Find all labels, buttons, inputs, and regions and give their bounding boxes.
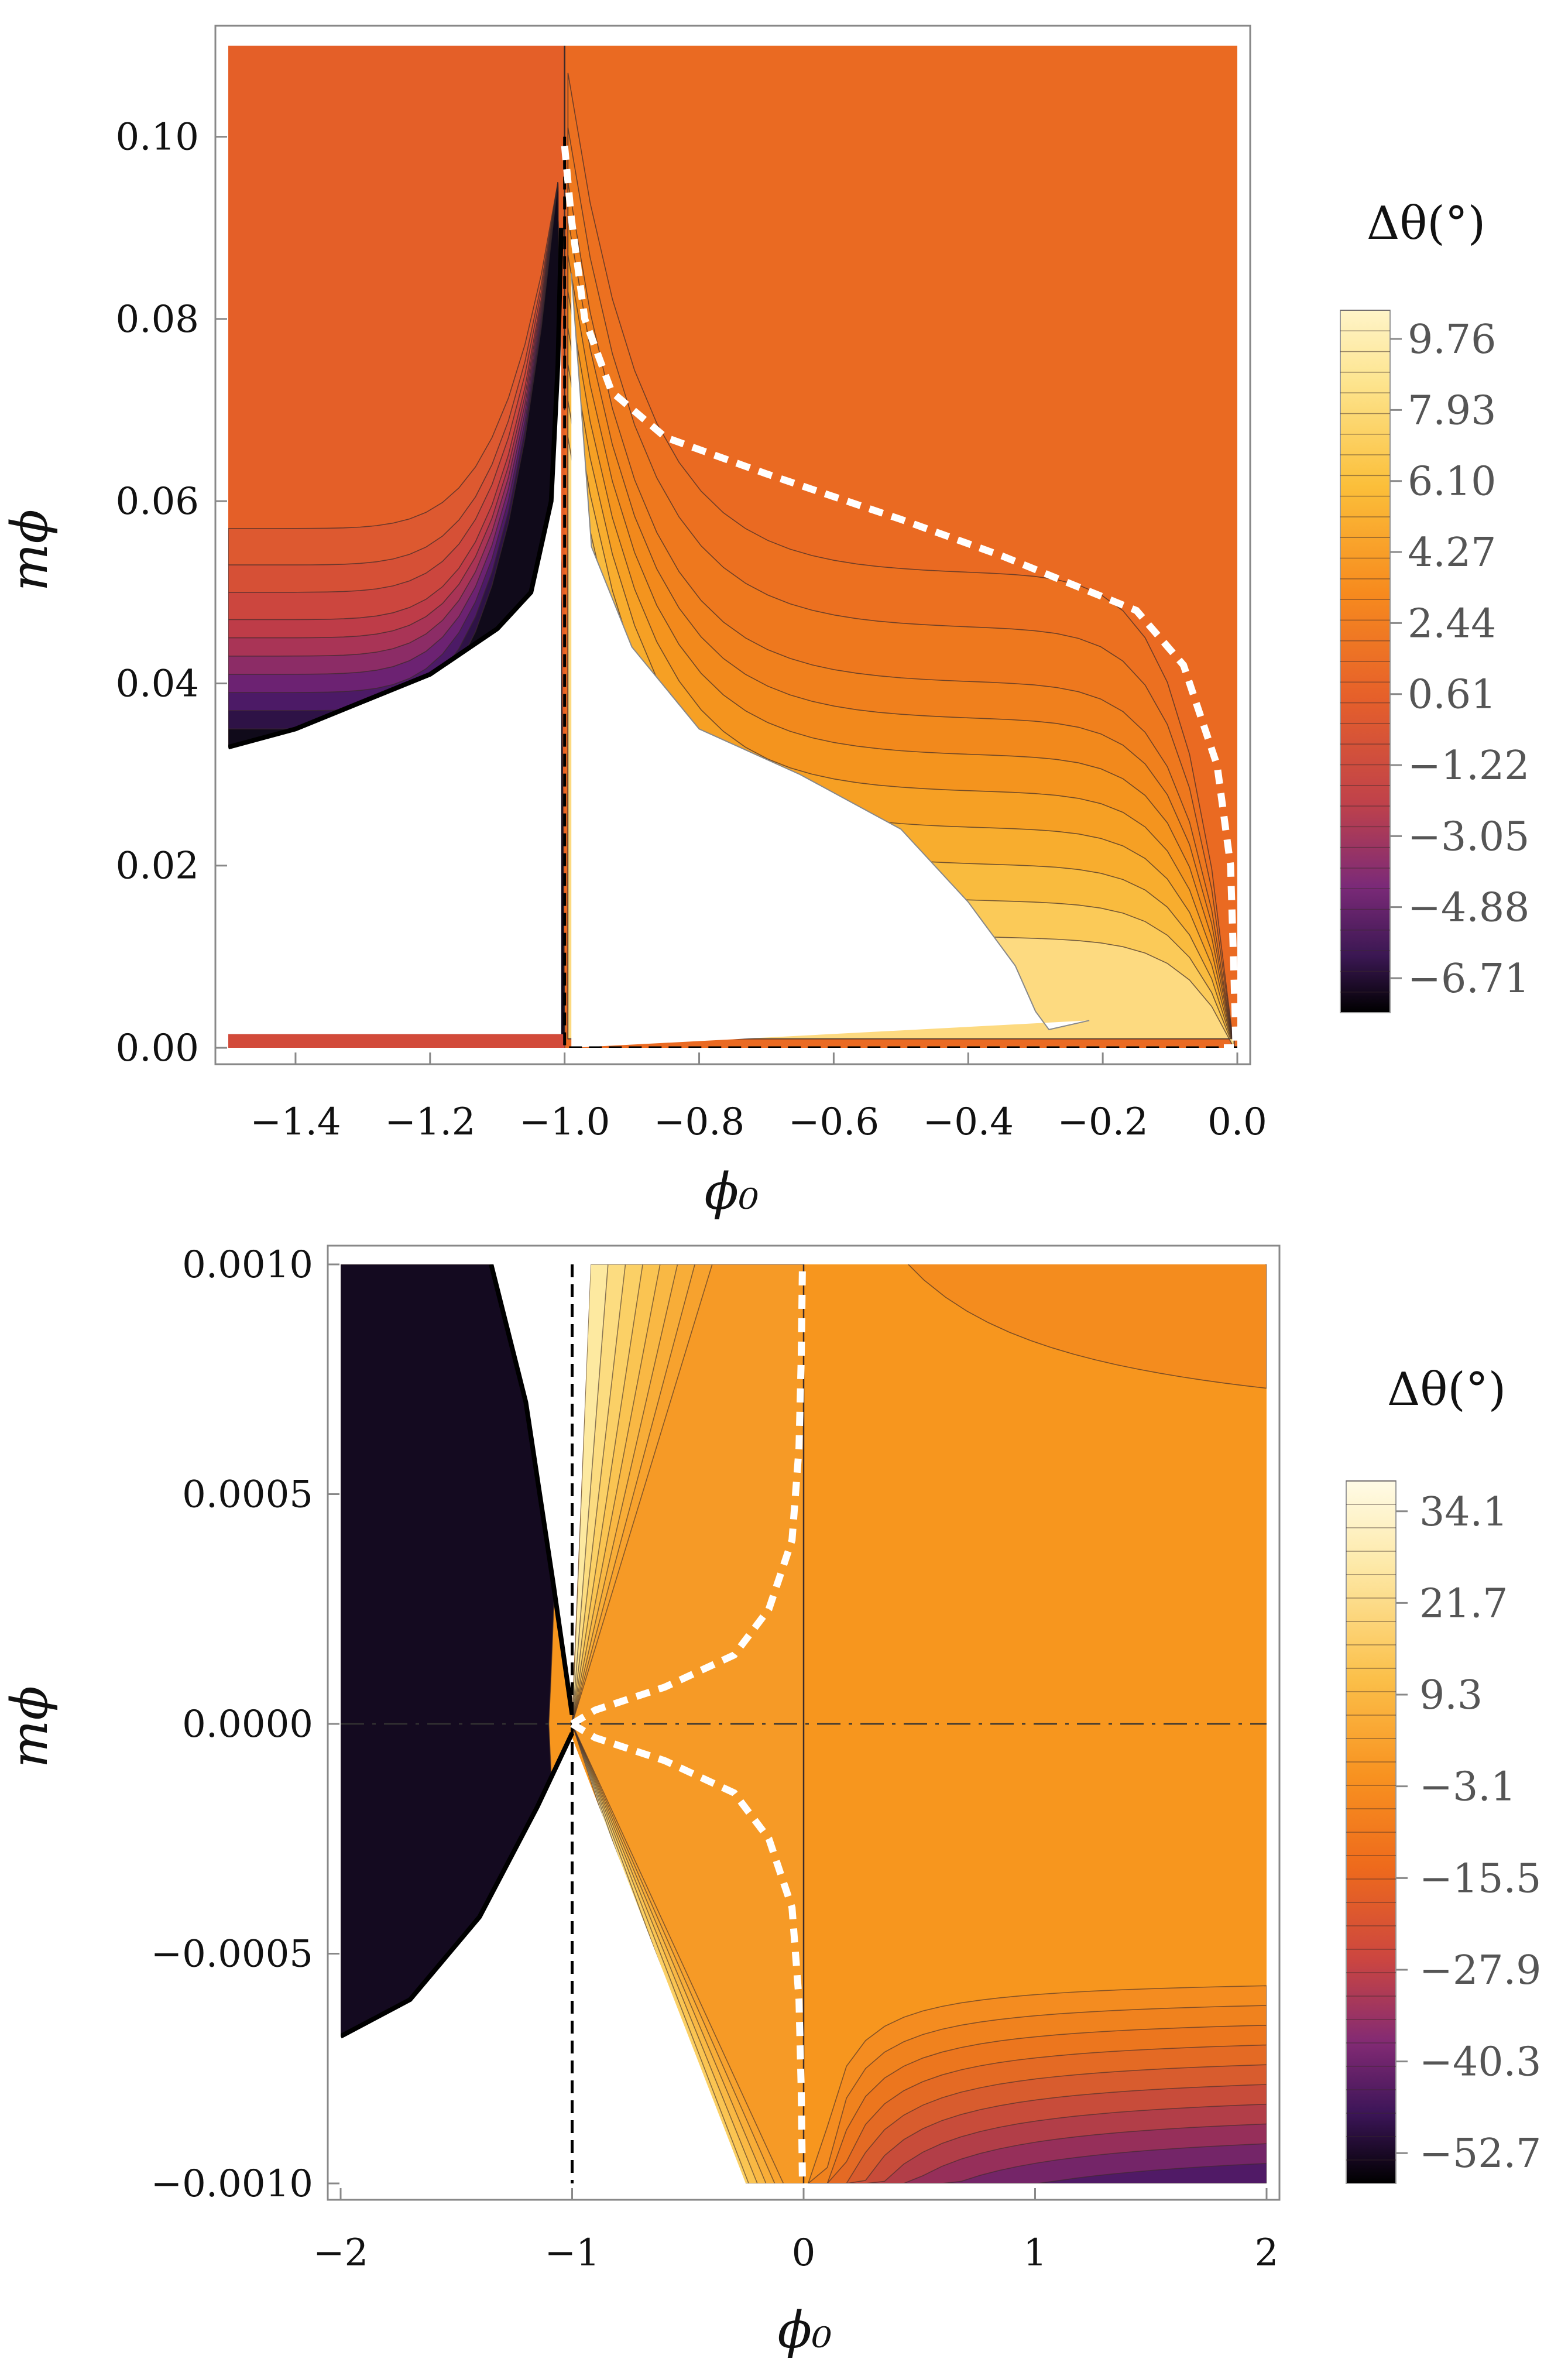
plot2-mid-white-lower: [572, 1737, 746, 2183]
colorbar1-tick-label: −3.05: [1408, 814, 1529, 860]
colorbar1-tick-label: −1.22: [1408, 743, 1529, 789]
colorbar2-tick-label: 34.1: [1419, 1489, 1508, 1535]
plot1-black-dashed: [563, 136, 1237, 1048]
plot1-ytick-label: 0.10: [116, 116, 200, 159]
plot1-xtick-label: −1.2: [385, 1100, 475, 1144]
plot2-xtick-label: 2: [1255, 2231, 1279, 2275]
plot2-left-edge-lower: [341, 1732, 575, 2039]
plot1-ytick-label: 0.02: [116, 845, 200, 888]
plot2-xtick-label: −1: [544, 2231, 599, 2275]
plot1: −1.4 −1.2 −1.0 −0.8 −0.6 −0.4 −0.2 0.0 0.00 0.02 0…: [1, 25, 1267, 1221]
plot2-upper-right-band: [907, 1264, 1267, 1389]
plot2-ylabel: mϕ: [1, 1686, 59, 1768]
plot1-white-dashed: [561, 145, 1237, 1048]
colorbar2-tick-label: 9.3: [1419, 1672, 1483, 1719]
plot1-xlabel: ϕ₀: [704, 1163, 759, 1221]
plot1-xtick-label: −0.4: [923, 1100, 1014, 1144]
plot1-xtick-label: −0.2: [1057, 1100, 1148, 1144]
plot2-xtick-label: 1: [1023, 2231, 1047, 2275]
plot1-bottom-strip: [228, 1034, 565, 1048]
plot1-xtick-label: −1.4: [250, 1100, 341, 1144]
colorbar2-tick-label: −15.5: [1419, 1856, 1541, 1902]
plot2-ytick-label: 0.0010: [182, 1243, 313, 1287]
colorbar2-tick-label: 21.7: [1419, 1580, 1508, 1627]
plot2-ytick-label: −0.0010: [150, 2162, 313, 2206]
plot1-ytick-label: 0.00: [116, 1027, 200, 1070]
colorbar2: Δθ(°) 34.1 21.7 9.3 −3.1 −15.5 −27.9 −40.3 −52.…: [1346, 1363, 1541, 2184]
plot2-white-dashed-lower: [570, 1720, 806, 2183]
colorbar1-tick-label: −4.88: [1408, 885, 1529, 931]
plot1-xtick-label: −0.6: [788, 1100, 879, 1144]
plot2-left-white-lower: [341, 1733, 572, 2183]
colorbar2-tick-label: −40.3: [1419, 2039, 1541, 2086]
plot1-ytick-label: 0.06: [116, 480, 200, 523]
plot2-ytick-label: 0.0005: [182, 1473, 313, 1517]
plot1-xtick-label: 0.0: [1207, 1100, 1267, 1144]
colorbar2-tick-label: −52.7: [1419, 2131, 1541, 2177]
colorbar1-title: Δθ(°): [1367, 197, 1485, 250]
colorbar1-tick-label: 4.27: [1408, 530, 1496, 576]
colorbar2-tick-label: −27.9: [1419, 1948, 1541, 1994]
plot2-lower-right-band: [808, 2163, 1267, 2183]
plot2-xlabel: ϕ₀: [777, 2301, 832, 2360]
colorbar2-title: Δθ(°): [1387, 1363, 1506, 1416]
plot1-xtick-label: −0.8: [654, 1100, 744, 1144]
plot1-ytick-label: 0.08: [116, 298, 200, 341]
plot2: −2 −1 0 1 2 −0.0010 −0.0005 0.0000 0.0005 0.0010 ϕ…: [1, 1243, 1281, 2360]
plot1-white-region: [571, 273, 1090, 1048]
colorbar1-tick-label: 0.61: [1408, 672, 1496, 718]
colorbar1-tick-label: 2.44: [1408, 601, 1496, 647]
colorbar1-tick-label: 6.10: [1408, 459, 1496, 505]
colorbar2-tick-label: −3.1: [1419, 1764, 1516, 1811]
plot1-white-edge: [571, 273, 1090, 1031]
plot1-ylabel: mϕ: [1, 509, 59, 591]
plot2-left-edge-upper: [489, 1264, 575, 1715]
plot2-xtick-label: −2: [313, 2231, 368, 2275]
plot2-ytick-label: −0.0005: [150, 1933, 313, 1976]
plot2-xtick-label: 0: [792, 2231, 816, 2275]
plot1-left-white: [228, 228, 561, 1034]
plot1-xtick-label: −1.0: [519, 1100, 610, 1144]
colorbar1-tick-label: 9.76: [1408, 317, 1496, 363]
colorbar1-tick-label: 7.93: [1408, 388, 1496, 434]
plot2-white-dashed-upper: [570, 1264, 806, 1727]
plot2-left-white-upper: [491, 1264, 572, 1715]
colorbar1: Δθ(°) 9.76 7.93 6.10 4.27 2.44 0.61 −1.22 −3.05…: [1340, 197, 1529, 1013]
plot1-ytick-label: 0.04: [116, 662, 200, 705]
plot1-left-edge: [228, 228, 564, 750]
plot2-mid-white-upper: [572, 1264, 591, 1710]
plot2-ytick-label: 0.0000: [182, 1703, 313, 1746]
colorbar1-tick-label: −6.71: [1408, 956, 1529, 1002]
